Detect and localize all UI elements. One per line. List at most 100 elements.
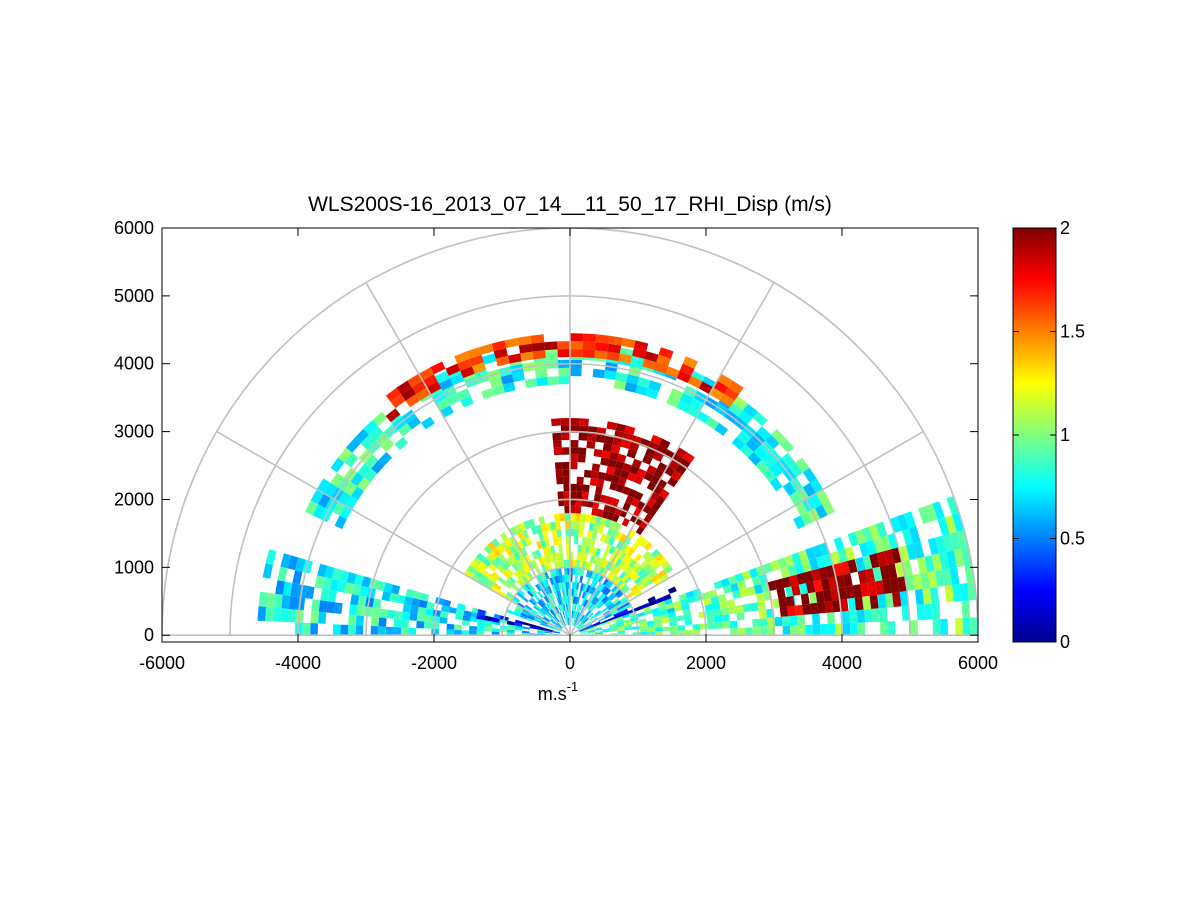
data-cell-east-low [710,595,720,604]
data-cell-center-plume [667,476,678,488]
data-cell-inner-ring [619,542,628,552]
data-cell-center-plume [561,447,570,455]
data-cell-near-field [567,618,569,626]
data-cell-west-dark-band [483,615,493,622]
data-cell-west-low [448,606,457,614]
data-cell-center-plume [582,484,590,493]
data-cell-inner-ring [470,573,480,582]
data-cell-inner-ring [544,538,551,548]
data-cell-east-low [864,608,873,623]
data-cell-upper-layer [737,430,751,445]
data-cell-east-low [706,616,715,624]
data-cell-near-field [540,598,547,606]
data-cell-east-dark-band [621,611,630,617]
data-cell-east-low [748,567,759,579]
x-tick-label: 0 [565,653,575,673]
data-cell-east-low [816,555,827,569]
data-cell-east-low [579,630,588,633]
data-cell-inner-ring [570,520,575,529]
data-cell-center-plume [655,495,666,506]
data-cell-east-low [661,617,670,624]
data-cell-west-low [446,629,454,636]
data-cell-upper-layer-edge [430,361,446,375]
data-cell-near-field [592,597,599,605]
data-cell-upper-layer-edge [570,341,583,350]
data-cell-west-low [389,592,399,603]
data-cell-near-field [556,575,561,583]
data-cell-upper-layer-edge [426,381,442,395]
data-cell-east-low [651,607,660,614]
data-cell-near-field [575,621,581,628]
data-cell-east-low [677,630,686,636]
data-cell-inner-ring [520,538,529,548]
data-cell-inner-ring [508,545,517,555]
data-cell-east-low [717,593,727,603]
data-cell-east-low [808,557,820,571]
data-cell-near-field [582,617,589,624]
data-cell-west-low [344,582,354,595]
data-cell-upper-layer [793,515,806,530]
data-cell-upper-layer [755,460,769,474]
data-cell-east-low [643,606,652,612]
data-cell-near-field [607,604,616,611]
data-cell-near-field [594,590,601,598]
data-cell-east-dark-band [620,608,629,615]
colorbar-tick-label: 1 [1060,425,1070,445]
data-cell-east-low [819,542,831,556]
data-cell-inner-ring [642,575,652,583]
data-cell-west-low [552,630,561,633]
data-cell-east-low [662,626,671,632]
data-cell-east-low [944,515,957,534]
data-cell-inner-ring [535,566,542,575]
data-cell-inner-ring [509,554,518,563]
data-cell-east-far-return [800,593,810,605]
data-cell-center-plume [601,510,609,519]
data-cell-near-field [545,613,552,620]
data-cell-near-field [611,585,619,593]
data-cell-inner-ring [550,521,557,531]
data-cell-near-field [558,590,562,598]
data-cell-inner-ring [657,556,668,566]
data-cell-inner-ring [469,560,480,570]
data-cell-upper-layer-edge [687,375,703,389]
data-cell-near-field [604,599,611,606]
data-cell-west-low [280,608,289,623]
colorbar-tick-label: 2 [1060,218,1070,238]
data-cell-inner-ring [479,561,489,571]
data-cell-inner-ring [631,541,640,551]
data-cell-west-low [416,613,426,622]
data-cell-east-low [684,619,693,626]
data-cell-east-low [949,531,961,551]
data-cell-east-low [770,560,781,572]
data-cell-east-low [866,539,878,555]
data-cell-east-dark-band [655,596,665,604]
data-cell-east-low [753,584,764,595]
data-cell-center-plume [646,464,657,475]
data-cell-near-field [585,569,591,578]
data-cell-near-field [538,573,545,582]
data-cell-near-field [575,589,578,597]
data-cell-east-low [797,625,806,636]
data-cell-west-low [431,615,440,623]
data-cell-west-low [386,609,396,619]
data-cell-center-plume [609,451,619,461]
data-cell-center-plume [675,464,687,476]
data-cell-west-low [370,616,380,627]
data-cell-east-low [880,621,888,636]
data-cell-upper-layer [765,434,780,450]
data-cell-inner-ring [578,560,584,569]
data-cell-east-far-return [860,582,870,597]
data-cell-east-low [708,589,718,598]
data-cell-center-plume [564,505,570,514]
data-cell-east-far-return [813,579,823,592]
data-cell-near-field [587,602,593,610]
data-cell-center-plume [570,418,580,426]
data-cell-inner-ring [588,546,594,555]
data-cell-center-plume [610,444,621,454]
data-cell-east-low [711,602,721,610]
data-cell-west-low [357,595,367,607]
data-cell-upper-layer [645,388,659,400]
data-cell-east-low [850,622,858,636]
data-cell-east-low [580,631,588,634]
data-cell-west-low [405,588,415,598]
